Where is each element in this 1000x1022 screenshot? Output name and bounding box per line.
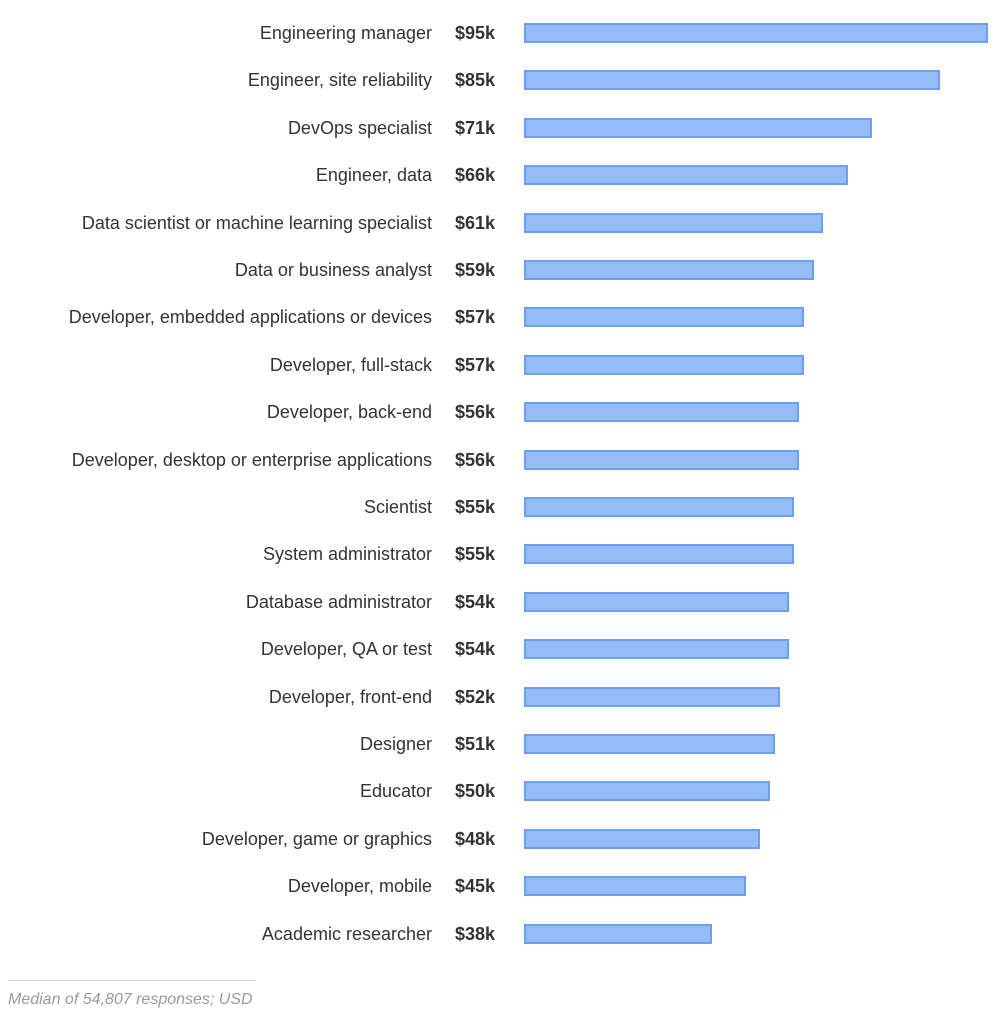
bar bbox=[524, 544, 795, 565]
value-label: $61k bbox=[455, 212, 496, 233]
value-label: $55k bbox=[455, 544, 496, 565]
bar bbox=[524, 260, 814, 280]
category-label: Engineer, data bbox=[315, 165, 432, 186]
value-label: $59k bbox=[455, 260, 496, 280]
bar bbox=[524, 212, 824, 233]
category-label: Developer, game or graphics bbox=[201, 828, 432, 849]
value-label: $50k bbox=[455, 781, 496, 802]
value-label: $85k bbox=[455, 70, 496, 91]
bar-row: Designer $51k bbox=[0, 729, 1000, 759]
bar bbox=[524, 117, 872, 138]
category-label: Developer, embedded applications or devi… bbox=[68, 307, 432, 328]
category-label: Scientist bbox=[363, 497, 432, 517]
bar-row: Database administrator $54k bbox=[0, 587, 1000, 617]
value-label: $95k bbox=[455, 23, 496, 43]
value-label: $54k bbox=[455, 639, 496, 660]
bar bbox=[524, 686, 780, 707]
bar bbox=[524, 307, 804, 328]
bar bbox=[524, 23, 988, 43]
bar bbox=[524, 497, 795, 517]
bar-row: Developer, back-end $56k bbox=[0, 397, 1000, 427]
category-label: Data scientist or machine learning speci… bbox=[81, 212, 432, 233]
bar-row: Developer, front-end $52k bbox=[0, 682, 1000, 712]
bar-row: Engineer, data $66k bbox=[0, 160, 1000, 190]
bar-row: Developer, QA or test $54k bbox=[0, 634, 1000, 664]
bar-row: Scientist $55k bbox=[0, 492, 1000, 522]
bar bbox=[524, 70, 940, 91]
value-label: $52k bbox=[455, 686, 496, 707]
bar-row: Engineering manager $95k bbox=[0, 18, 1000, 48]
value-label: $56k bbox=[455, 402, 496, 423]
value-label: $57k bbox=[455, 307, 496, 328]
bar-row: Data scientist or machine learning speci… bbox=[0, 208, 1000, 238]
category-label: Database administrator bbox=[245, 591, 432, 612]
value-label: $71k bbox=[455, 117, 496, 138]
bar-row: Developer, desktop or enterprise applica… bbox=[0, 445, 1000, 475]
bar bbox=[524, 165, 848, 186]
footnote: Median of 54,807 responses; USD bbox=[8, 991, 253, 1008]
bar bbox=[524, 591, 790, 612]
category-label: Developer, mobile bbox=[287, 876, 432, 897]
value-label: $38k bbox=[455, 923, 496, 944]
salary-bar-chart: Engineering manager $95k Engineer, site re… bbox=[0, 18, 1000, 949]
bar-row: Academic researcher $38k bbox=[0, 919, 1000, 949]
bar bbox=[524, 876, 746, 897]
bar bbox=[524, 734, 775, 754]
value-label: $56k bbox=[455, 449, 496, 470]
category-label: Developer, full-stack bbox=[269, 354, 432, 375]
category-label: System administrator bbox=[262, 544, 432, 565]
category-label: Developer, QA or test bbox=[260, 639, 432, 660]
category-label: Developer, front-end bbox=[268, 686, 432, 707]
bar bbox=[524, 639, 790, 660]
bar-row: Developer, game or graphics $48k bbox=[0, 824, 1000, 854]
value-label: $48k bbox=[455, 828, 496, 849]
category-label: Educator bbox=[359, 781, 432, 802]
bar-row: Developer, embedded applications or devi… bbox=[0, 302, 1000, 332]
category-label: Engineer, site reliability bbox=[247, 70, 432, 91]
category-label: Developer, back-end bbox=[266, 402, 432, 423]
value-label: $54k bbox=[455, 591, 496, 612]
value-label: $45k bbox=[455, 876, 496, 897]
bar bbox=[524, 354, 804, 375]
category-label: DevOps specialist bbox=[287, 117, 432, 138]
value-label: $51k bbox=[455, 734, 496, 754]
bar-row: Engineer, site reliability $85k bbox=[0, 65, 1000, 95]
value-label: $66k bbox=[455, 165, 496, 186]
category-label: Engineering manager bbox=[259, 23, 432, 43]
bar bbox=[524, 828, 761, 849]
bar-row: Educator $50k bbox=[0, 776, 1000, 806]
category-label: Data or business analyst bbox=[234, 260, 432, 280]
footnote-divider bbox=[8, 980, 256, 981]
bar-row: System administrator $55k bbox=[0, 539, 1000, 569]
bar bbox=[524, 402, 800, 423]
bar-row: DevOps specialist $71k bbox=[0, 113, 1000, 143]
value-label: $57k bbox=[455, 354, 496, 375]
category-label: Designer bbox=[359, 734, 432, 754]
bar-row: Developer, full-stack $57k bbox=[0, 350, 1000, 380]
category-label: Academic researcher bbox=[261, 923, 432, 944]
bar bbox=[524, 781, 771, 802]
bar bbox=[524, 923, 712, 944]
bar-row: Data or business analyst $59k bbox=[0, 255, 1000, 285]
category-label: Developer, desktop or enterprise applica… bbox=[71, 449, 432, 470]
bar-row: Developer, mobile $45k bbox=[0, 871, 1000, 901]
bar bbox=[524, 449, 800, 470]
value-label: $55k bbox=[455, 497, 496, 517]
